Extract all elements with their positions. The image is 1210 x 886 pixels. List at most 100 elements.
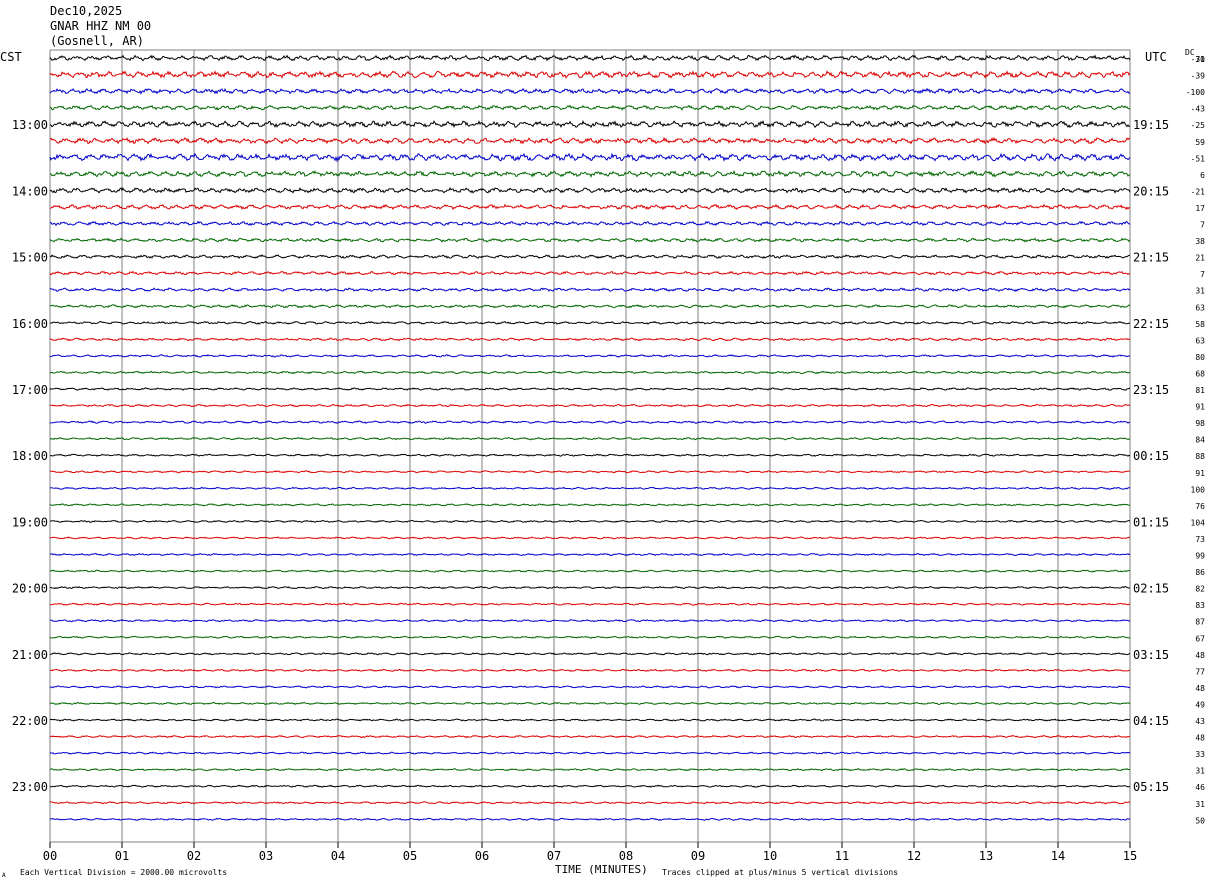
x-axis-label: TIME (MINUTES) xyxy=(555,863,648,876)
dc-offset-value: -25 xyxy=(1191,121,1206,130)
dc-offset-header: DC xyxy=(1185,48,1195,57)
trace-row xyxy=(49,237,1131,243)
x-tick-label: 01 xyxy=(115,849,129,863)
x-tick-label: 13 xyxy=(979,849,993,863)
dc-offset-value: 71 xyxy=(1195,55,1205,64)
right-hour-label: 04:15 xyxy=(1133,714,1169,728)
trace-row xyxy=(49,169,1131,178)
dc-offset-value: -21 xyxy=(1191,187,1206,196)
x-tick-label: 00 xyxy=(43,849,57,863)
trace-row xyxy=(49,569,1131,573)
left-hour-label: 19:00 xyxy=(12,515,48,529)
dc-offset-value: 49 xyxy=(1195,700,1205,709)
left-hour-label: 13:00 xyxy=(12,118,48,132)
axis-labels: 00 01 02 03 04 05 06 07 08 09 10 11 12 13 14 15 -30 -39 -1… xyxy=(12,55,1205,863)
dc-offset-value: 83 xyxy=(1195,601,1205,610)
dc-offset-value: 31 xyxy=(1195,767,1205,776)
left-hour-label: 15:00 xyxy=(12,251,48,265)
dc-offset-value: 63 xyxy=(1195,336,1205,345)
right-hour-label: 21:15 xyxy=(1133,251,1169,265)
trace-row xyxy=(49,768,1130,772)
dc-offset-value: 87 xyxy=(1195,618,1205,627)
dc-offset-value: 73 xyxy=(1195,535,1205,544)
trace-row xyxy=(49,586,1131,590)
trace-row xyxy=(49,187,1131,194)
trace-row xyxy=(49,320,1131,325)
recording-date: Dec10,2025 xyxy=(50,4,123,18)
x-tick-label: 04 xyxy=(331,849,345,863)
left-hour-label: 14:00 xyxy=(12,184,48,198)
dc-offset-value: 77 xyxy=(1195,667,1205,676)
trace-row xyxy=(49,436,1131,441)
trace-row xyxy=(49,136,1131,145)
dc-offset-value: 7 xyxy=(1200,270,1205,279)
dc-offset-value: 88 xyxy=(1195,452,1205,461)
scale-note: Each Vertical Division = 2000.00 microvo… xyxy=(20,868,228,877)
dc-offset-value: -43 xyxy=(1191,105,1206,114)
trace-row xyxy=(49,152,1131,163)
x-tick-label: 10 xyxy=(763,849,777,863)
dc-offset-value: 33 xyxy=(1195,750,1205,759)
trace-row xyxy=(49,701,1131,705)
right-hour-label: 22:15 xyxy=(1133,317,1169,331)
dc-offset-value: 31 xyxy=(1195,800,1205,809)
trace-row xyxy=(49,668,1131,672)
trace-row xyxy=(49,453,1131,457)
x-tick-label: 08 xyxy=(619,849,633,863)
trace-row xyxy=(49,519,1131,523)
dc-offset-value: 80 xyxy=(1195,353,1205,362)
trace-row xyxy=(49,817,1131,821)
right-hour-label: 23:15 xyxy=(1133,383,1169,397)
right-timezone-label: UTC xyxy=(1145,50,1167,64)
right-hour-label: 00:15 xyxy=(1133,449,1169,463)
dc-offset-value: -51 xyxy=(1191,154,1206,163)
dc-offset-value: 98 xyxy=(1195,419,1205,428)
dc-offset-value: 84 xyxy=(1195,436,1205,445)
x-tick-label: 14 xyxy=(1051,849,1065,863)
dc-offset-value: 38 xyxy=(1195,237,1205,246)
x-tick-label: 09 xyxy=(691,849,705,863)
trace-row xyxy=(49,387,1131,391)
trace-row xyxy=(49,254,1131,260)
x-tick-label: 07 xyxy=(547,849,561,863)
trace-row xyxy=(49,602,1131,606)
dc-offset-value: 58 xyxy=(1195,320,1205,329)
left-hour-label: 23:00 xyxy=(12,780,48,794)
dc-offset-value: 82 xyxy=(1195,585,1205,594)
trace-row xyxy=(49,801,1131,805)
trace-row xyxy=(50,619,1131,623)
dc-offset-value: 7 xyxy=(1200,221,1205,230)
x-tick-label: 15 xyxy=(1123,849,1137,863)
x-tick-label: 11 xyxy=(835,849,849,863)
trace-row xyxy=(49,503,1131,507)
right-hour-label: 19:15 xyxy=(1133,118,1169,132)
trace-row xyxy=(49,304,1131,309)
trace-row xyxy=(49,552,1131,557)
dc-offset-value: 48 xyxy=(1195,734,1205,743)
trace-row xyxy=(49,685,1131,689)
plot-frame xyxy=(49,49,1131,843)
left-hour-label: 16:00 xyxy=(12,317,48,331)
dc-offset-value: -30 xyxy=(1191,55,1206,64)
grid-lines xyxy=(49,49,1131,848)
trace-row xyxy=(49,751,1131,755)
dc-offset-value: 76 xyxy=(1195,502,1205,511)
x-tick-label: 02 xyxy=(187,849,201,863)
trace-row xyxy=(49,54,1131,62)
right-hour-label: 03:15 xyxy=(1133,648,1169,662)
trace-row xyxy=(49,104,1131,111)
trace-row xyxy=(49,370,1131,375)
dc-offset-value: 50 xyxy=(1195,816,1205,825)
trace-row xyxy=(49,420,1131,424)
trace-row xyxy=(49,270,1131,276)
dc-offset-value: 21 xyxy=(1195,254,1205,263)
trace-row xyxy=(49,486,1131,490)
dc-offset-value: 81 xyxy=(1195,386,1205,395)
trace-row xyxy=(49,652,1131,656)
dc-offset-value: 6 xyxy=(1200,171,1205,180)
x-tick-label: 12 xyxy=(907,849,921,863)
trace-row xyxy=(49,536,1131,540)
trace-row xyxy=(49,734,1131,739)
dc-offset-value: 99 xyxy=(1195,552,1205,561)
dc-offset-value: 17 xyxy=(1195,204,1205,213)
